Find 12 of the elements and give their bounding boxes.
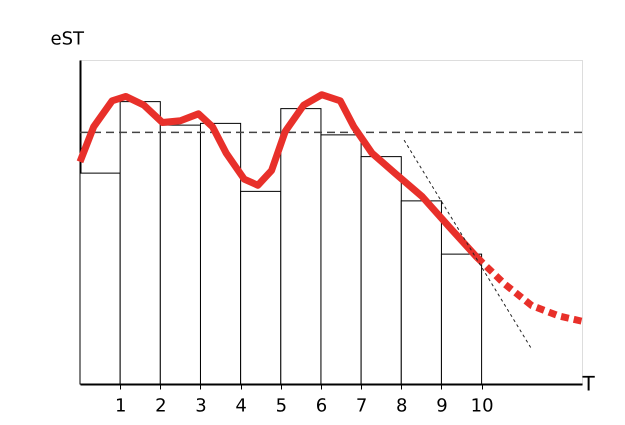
x-tick-label: 1 bbox=[114, 396, 126, 416]
x-tick-label: 5 bbox=[276, 396, 288, 416]
x-tick-label: 6 bbox=[316, 396, 328, 416]
x-tick-label: 2 bbox=[155, 396, 167, 416]
x-tick-label: 9 bbox=[436, 396, 448, 416]
x-tick-label: 10 bbox=[470, 396, 494, 416]
x-tick-label: 4 bbox=[235, 396, 247, 416]
y-axis-title: eST bbox=[50, 28, 85, 50]
x-tick-label: 3 bbox=[195, 396, 207, 416]
x-tick-label: 8 bbox=[396, 396, 408, 416]
x-tick-label: 7 bbox=[356, 396, 368, 416]
x-axis-title: T bbox=[582, 372, 596, 396]
